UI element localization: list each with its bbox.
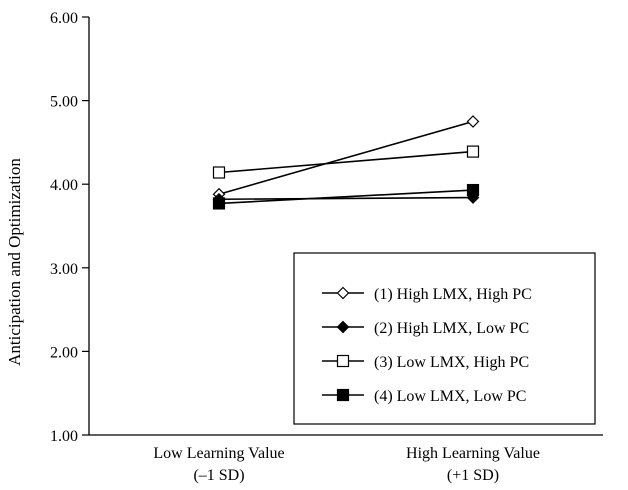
series-group — [212, 115, 480, 210]
x-tick-label-line: (–1 SD) — [193, 467, 244, 484]
series-4 — [212, 183, 480, 210]
x-tick-label: High Learning Value (+1 SD) — [406, 445, 540, 484]
axes — [88, 17, 603, 436]
x-tick-label-line: Low Learning Value — [153, 445, 284, 462]
legend-marker — [336, 354, 350, 368]
y-tick-label: 4.00 — [50, 177, 78, 194]
series-line — [218, 189, 474, 205]
y-tick-label: 3.00 — [50, 261, 78, 278]
series-line — [218, 120, 474, 196]
series-3 — [212, 145, 480, 179]
legend-item: (4) Low LMX, Low PC — [322, 388, 526, 405]
legend-item: (2) High LMX, Low PC — [322, 320, 529, 337]
x-axis-ticks: Low Learning Value (–1 SD) High Learning V… — [153, 445, 540, 484]
series-line — [218, 196, 474, 201]
data-point — [212, 197, 226, 210]
legend-label: (2) High LMX, Low PC — [374, 320, 529, 337]
legend-marker — [336, 286, 350, 300]
y-tick-label: 1.00 — [50, 428, 78, 445]
x-tick-label-line: (+1 SD) — [447, 467, 499, 484]
y-axis-ticks: 1.00 2.00 3.00 4.00 5.00 6.00 — [50, 10, 89, 445]
legend-label: (3) Low LMX, High PC — [374, 354, 529, 371]
series-line — [218, 150, 474, 174]
legend-marker — [336, 388, 350, 402]
data-point — [466, 145, 480, 158]
data-point — [212, 166, 226, 179]
legend-label: (1) High LMX, High PC — [374, 286, 532, 303]
legend-label: (4) Low LMX, Low PC — [374, 388, 526, 405]
series-2 — [212, 191, 480, 206]
x-tick-label-line: High Learning Value — [406, 445, 540, 462]
y-tick-label: 2.00 — [50, 344, 78, 361]
y-tick-label: 5.00 — [50, 94, 78, 111]
legend: (1) High LMX, High PC (2) High LMX, Low P… — [293, 252, 596, 425]
y-tick-label: 6.00 — [50, 10, 78, 27]
series-1 — [212, 115, 480, 201]
legend-marker — [336, 320, 350, 334]
data-point — [466, 183, 480, 197]
legend-item: (3) Low LMX, High PC — [322, 354, 529, 371]
y-axis-label: Anticipation and Optimization — [5, 158, 24, 366]
legend-item: (1) High LMX, High PC — [322, 286, 532, 303]
data-point — [466, 115, 480, 128]
x-tick-label: Low Learning Value (–1 SD) — [153, 445, 284, 484]
